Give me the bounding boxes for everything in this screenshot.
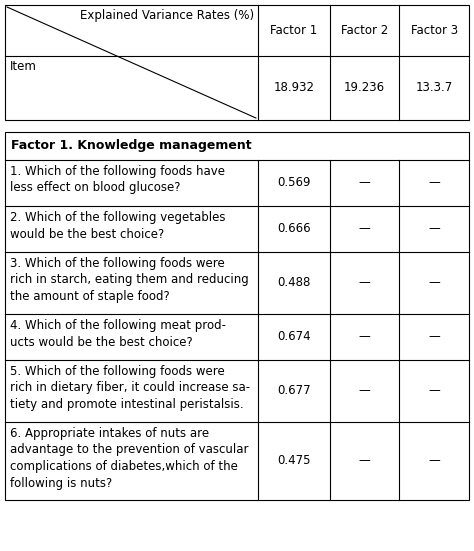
Text: 6. Appropriate intakes of nuts are
advantage to the prevention of vascular
compl: 6. Appropriate intakes of nuts are advan…: [10, 427, 248, 489]
Bar: [5, 132, 469, 500]
Text: —: —: [359, 331, 371, 343]
Text: 1. Which of the following foods have
less effect on blood glucose?: 1. Which of the following foods have les…: [10, 165, 225, 195]
Text: 3. Which of the following foods were
rich in starch, eating them and reducing
th: 3. Which of the following foods were ric…: [10, 257, 249, 303]
Text: —: —: [359, 223, 371, 235]
Text: 0.666: 0.666: [277, 223, 310, 235]
Text: Factor 3: Factor 3: [410, 24, 458, 37]
Text: Item: Item: [10, 60, 37, 73]
Text: 0.488: 0.488: [277, 277, 310, 289]
Text: 0.569: 0.569: [277, 176, 310, 190]
Text: —: —: [428, 223, 440, 235]
Text: Factor 2: Factor 2: [341, 24, 388, 37]
Text: 18.932: 18.932: [273, 82, 314, 94]
Text: 2. Which of the following vegetables
would be the best choice?: 2. Which of the following vegetables wou…: [10, 211, 226, 240]
Text: Explained Variance Rates (%): Explained Variance Rates (%): [80, 9, 254, 22]
Bar: [5, 5, 469, 120]
Text: —: —: [359, 385, 371, 397]
Text: —: —: [428, 176, 440, 190]
Text: 4. Which of the following meat prod-
ucts would be the best choice?: 4. Which of the following meat prod- uct…: [10, 319, 226, 348]
Text: 19.236: 19.236: [344, 82, 385, 94]
Text: —: —: [359, 176, 371, 190]
Text: 0.475: 0.475: [277, 455, 310, 467]
Text: —: —: [428, 455, 440, 467]
Text: —: —: [428, 385, 440, 397]
Text: 5. Which of the following foods were
rich in dietary fiber, it could increase sa: 5. Which of the following foods were ric…: [10, 365, 250, 411]
Text: Factor 1. Knowledge management: Factor 1. Knowledge management: [11, 139, 252, 153]
Text: 13.3.7: 13.3.7: [416, 82, 453, 94]
Text: —: —: [428, 277, 440, 289]
Text: —: —: [359, 277, 371, 289]
Text: —: —: [428, 331, 440, 343]
Text: Factor 1: Factor 1: [270, 24, 318, 37]
Text: 0.677: 0.677: [277, 385, 310, 397]
Text: —: —: [359, 455, 371, 467]
Text: 0.674: 0.674: [277, 331, 310, 343]
